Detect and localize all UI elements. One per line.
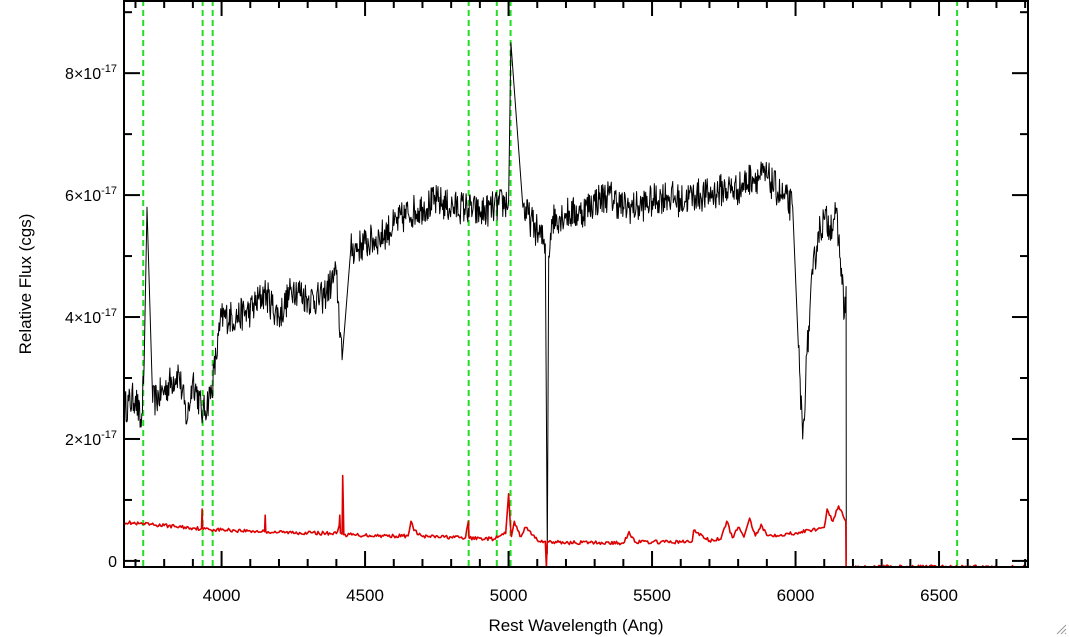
tick-labels: 4000 4500 5000 5500 6000 6500 0 2×10-17 4×10-17 6… (65, 63, 958, 605)
x-tick-label: 4000 (203, 586, 241, 605)
plot-frame (123, 0, 1029, 568)
x-tick-label: 5500 (633, 586, 671, 605)
x-axis-label: Rest Wavelength (Ang) (488, 616, 663, 635)
x-tick-label: 5000 (490, 586, 528, 605)
x-tick-label: 6500 (920, 586, 958, 605)
x-tick-label: 6000 (777, 586, 815, 605)
series-layer (124, 42, 1028, 567)
x-tick-label: 4500 (346, 586, 384, 605)
error-line (124, 474, 1028, 567)
y-tick-label: 2×10-17 (65, 429, 117, 449)
spectrum-line (124, 42, 847, 561)
resize-grip-icon[interactable] (1055, 623, 1067, 635)
y-axis-label: Relative Flux (cgs) (16, 214, 35, 355)
y-tick-label: 4×10-17 (65, 307, 117, 327)
plot-border (123, 0, 1029, 568)
y-tick-label: 0 (108, 554, 117, 571)
y-tick-label: 6×10-17 (65, 185, 117, 205)
axis-ticks (124, 0, 1028, 567)
y-tick-label: 8×10-17 (65, 63, 117, 83)
